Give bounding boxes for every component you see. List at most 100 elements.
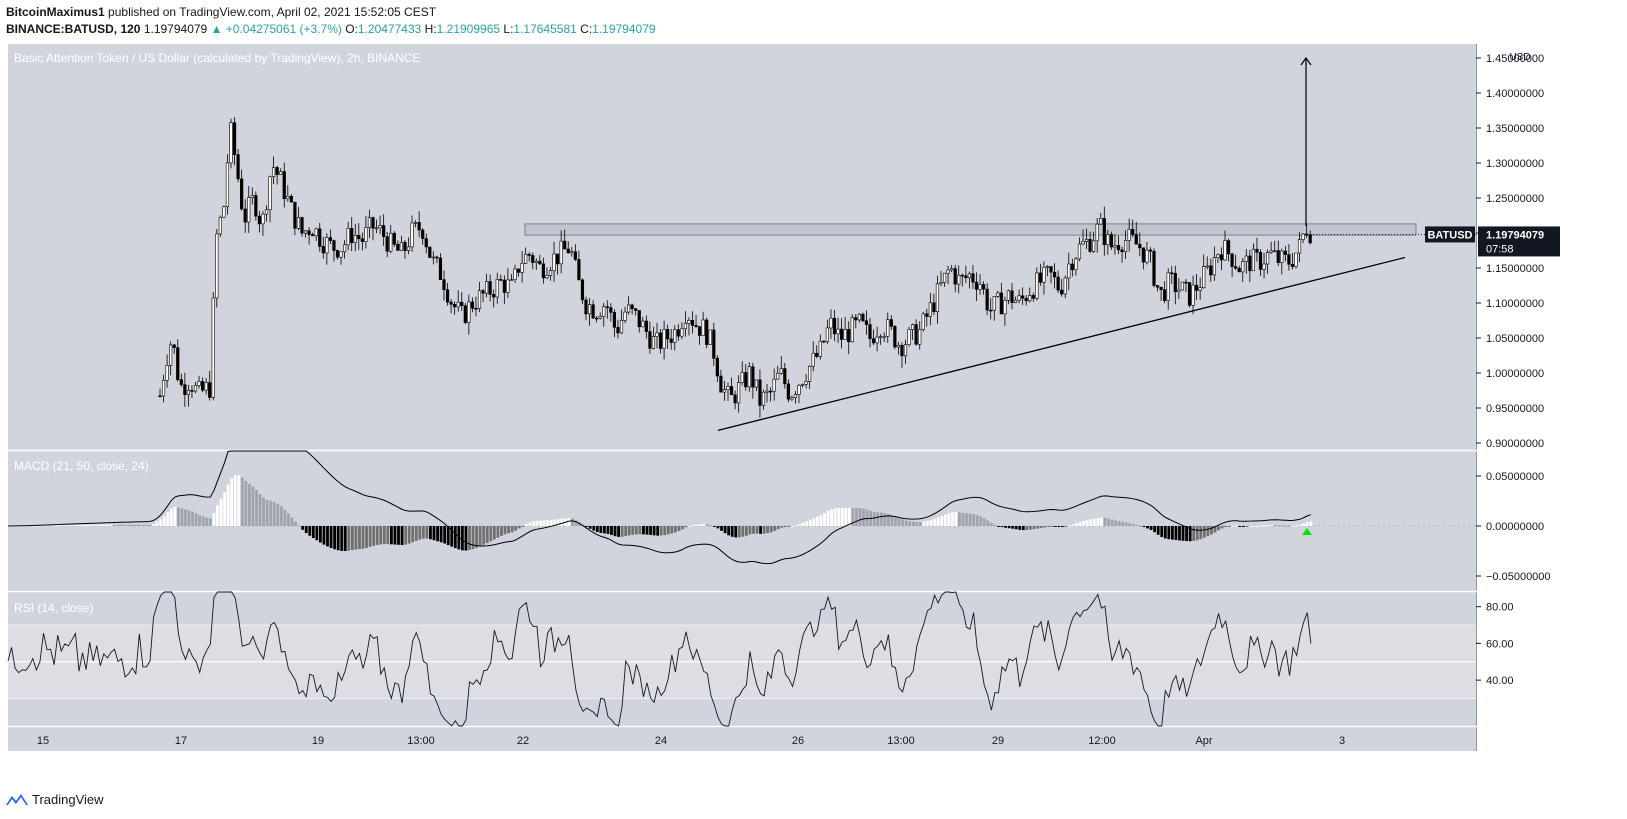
macd-histogram-bar xyxy=(471,526,475,550)
candle-up xyxy=(1166,272,1170,301)
candle-up xyxy=(779,368,783,374)
macd-histogram-bar xyxy=(922,521,926,526)
candle-down xyxy=(1152,250,1156,286)
macd-histogram-bar xyxy=(219,498,223,526)
macd-histogram-bar xyxy=(997,526,1000,527)
candle-up xyxy=(1241,261,1245,273)
macd-histogram-bar xyxy=(517,526,521,529)
macd-histogram-bar xyxy=(382,526,386,545)
macd-histogram-bar xyxy=(1117,521,1121,526)
macd-histogram-bar xyxy=(77,524,81,526)
macd-histogram-bar xyxy=(631,526,635,535)
tradingview-logo[interactable]: TradingView xyxy=(6,792,104,807)
macd-histogram-bar xyxy=(705,524,709,526)
candle-up xyxy=(506,279,510,293)
macd-histogram-bar xyxy=(872,511,876,526)
candle-down xyxy=(637,310,641,328)
candle-down xyxy=(573,251,577,260)
candle-down xyxy=(1226,240,1231,255)
macd-histogram-bar xyxy=(137,524,141,526)
candle-down xyxy=(1209,265,1213,276)
macd-histogram-bar xyxy=(20,525,24,527)
rsi-line xyxy=(7,591,1312,727)
candle-down xyxy=(449,301,453,305)
macd-histogram-bar xyxy=(1078,521,1082,526)
candle-down xyxy=(1024,297,1028,302)
macd-histogram-bar xyxy=(446,526,450,546)
macd-histogram-bar xyxy=(510,526,514,533)
candle-up xyxy=(1013,299,1018,303)
macd-histogram-bar xyxy=(1181,526,1185,541)
macd-histogram-bar xyxy=(390,526,393,545)
candle-down xyxy=(1219,254,1224,261)
macd-histogram-bar xyxy=(1004,526,1007,528)
macd-histogram-bar xyxy=(879,512,883,526)
macd-histogram-bar xyxy=(372,526,376,546)
macd-histogram-bar xyxy=(652,526,656,536)
candle-up xyxy=(790,397,794,400)
macd-histogram-bar xyxy=(301,526,305,530)
macd-histogram-bar xyxy=(599,526,603,533)
candle-down xyxy=(499,279,503,281)
time-axis-tick: 26 xyxy=(792,735,804,747)
macd-histogram-bar xyxy=(592,526,596,531)
candle-up xyxy=(836,328,840,335)
candle-down xyxy=(1287,254,1291,265)
candle-up xyxy=(211,297,215,398)
candle-down xyxy=(541,263,545,279)
candle-down xyxy=(555,253,560,265)
macd-histogram-bar xyxy=(943,514,947,526)
macd-histogram-bar xyxy=(297,525,301,527)
ohlc-legend: BINANCE:BATUSD, 120 1.19794079 ▲ +0.0427… xyxy=(6,21,656,37)
macd-histogram-bar xyxy=(272,501,276,526)
candle-up xyxy=(875,336,879,344)
macd-histogram-bar xyxy=(833,508,837,526)
candle-down xyxy=(758,379,762,406)
candle-down xyxy=(694,325,698,327)
candle-up xyxy=(680,328,684,337)
candle-up xyxy=(804,381,808,385)
candle-up xyxy=(389,232,393,252)
macd-histogram-bar xyxy=(1213,526,1217,533)
candle-up xyxy=(722,389,727,393)
candle-down xyxy=(832,317,837,335)
macd-histogram-bar xyxy=(791,525,794,527)
candle-up xyxy=(1145,249,1149,263)
macd-histogram-bar xyxy=(1256,525,1259,527)
time-axis-tick: Apr xyxy=(1195,735,1212,747)
macd-histogram-bar xyxy=(208,518,212,526)
macd-histogram-bar xyxy=(887,514,890,526)
tradingview-brand: TradingView xyxy=(32,792,104,807)
candle-up xyxy=(1216,254,1220,258)
macd-histogram-bar xyxy=(1288,525,1291,527)
candle-up xyxy=(1035,272,1039,299)
macd-histogram-bar xyxy=(379,526,383,545)
candle-down xyxy=(488,281,492,295)
candle-down xyxy=(328,237,333,241)
candle-down xyxy=(577,259,581,281)
candle-down xyxy=(786,383,790,400)
macd-histogram-bar xyxy=(159,519,163,526)
macd-histogram-bar xyxy=(666,526,670,535)
macd-pane-title: MACD (21, 50, close, 24) xyxy=(14,459,149,473)
macd-histogram-bar xyxy=(1036,526,1039,529)
macd-histogram-bar xyxy=(986,520,990,526)
macd-histogram-bar xyxy=(102,524,106,526)
published-text: published on TradingView.com, April 02, … xyxy=(108,5,437,19)
candle-down xyxy=(1031,295,1035,299)
candle-up xyxy=(939,282,943,285)
macd-histogram-bar xyxy=(173,506,177,526)
candle-up xyxy=(1205,265,1209,268)
candle-up xyxy=(1244,255,1248,262)
macd-histogram-bar xyxy=(830,509,833,526)
candle-down xyxy=(392,232,396,245)
macd-histogram-bar xyxy=(698,524,702,526)
macd-histogram-bar xyxy=(393,526,397,545)
candle-up xyxy=(587,304,592,315)
macd-histogram-bar xyxy=(166,512,170,526)
macd-histogram-bar xyxy=(145,524,148,526)
candle-down xyxy=(179,379,183,385)
macd-histogram-bar xyxy=(45,525,49,527)
macd-histogram-bar xyxy=(1156,526,1160,535)
